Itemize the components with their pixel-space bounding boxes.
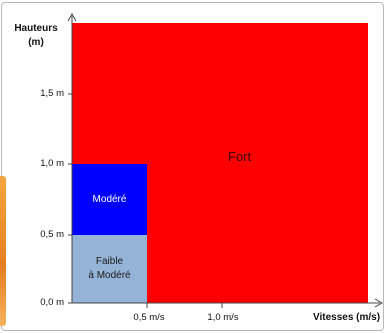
x-axis-arrow <box>374 298 384 308</box>
x-tick-label: 1,0 m/s <box>207 312 239 323</box>
y-tick-label: 0,5 m <box>40 229 64 240</box>
y-axis-title-line2: (m) <box>28 37 44 48</box>
y-axis-arrow <box>67 12 77 22</box>
zone-faible-a-modere: Faible à Modéré <box>72 235 147 303</box>
y-tick-label: 0,0 m <box>40 297 64 308</box>
zone-faible-label: Faible à Modéré <box>88 256 131 281</box>
y-tick-label: 1,0 m <box>40 158 64 169</box>
decorative-edge <box>0 176 6 326</box>
zone-fort-label: Fort <box>228 149 252 164</box>
y-axis-title-line1: Hauteurs <box>14 23 58 34</box>
zone-modere: Modéré <box>72 164 147 235</box>
x-axis-title: Vitesses (m/s) <box>313 312 381 323</box>
y-tick-label: 1,5 m <box>40 88 64 99</box>
x-tick-label: 0,5 m/s <box>133 312 165 323</box>
zone-modere-label: Modéré <box>92 193 127 205</box>
y-axis-title: Hauteurs (m) <box>10 22 62 50</box>
